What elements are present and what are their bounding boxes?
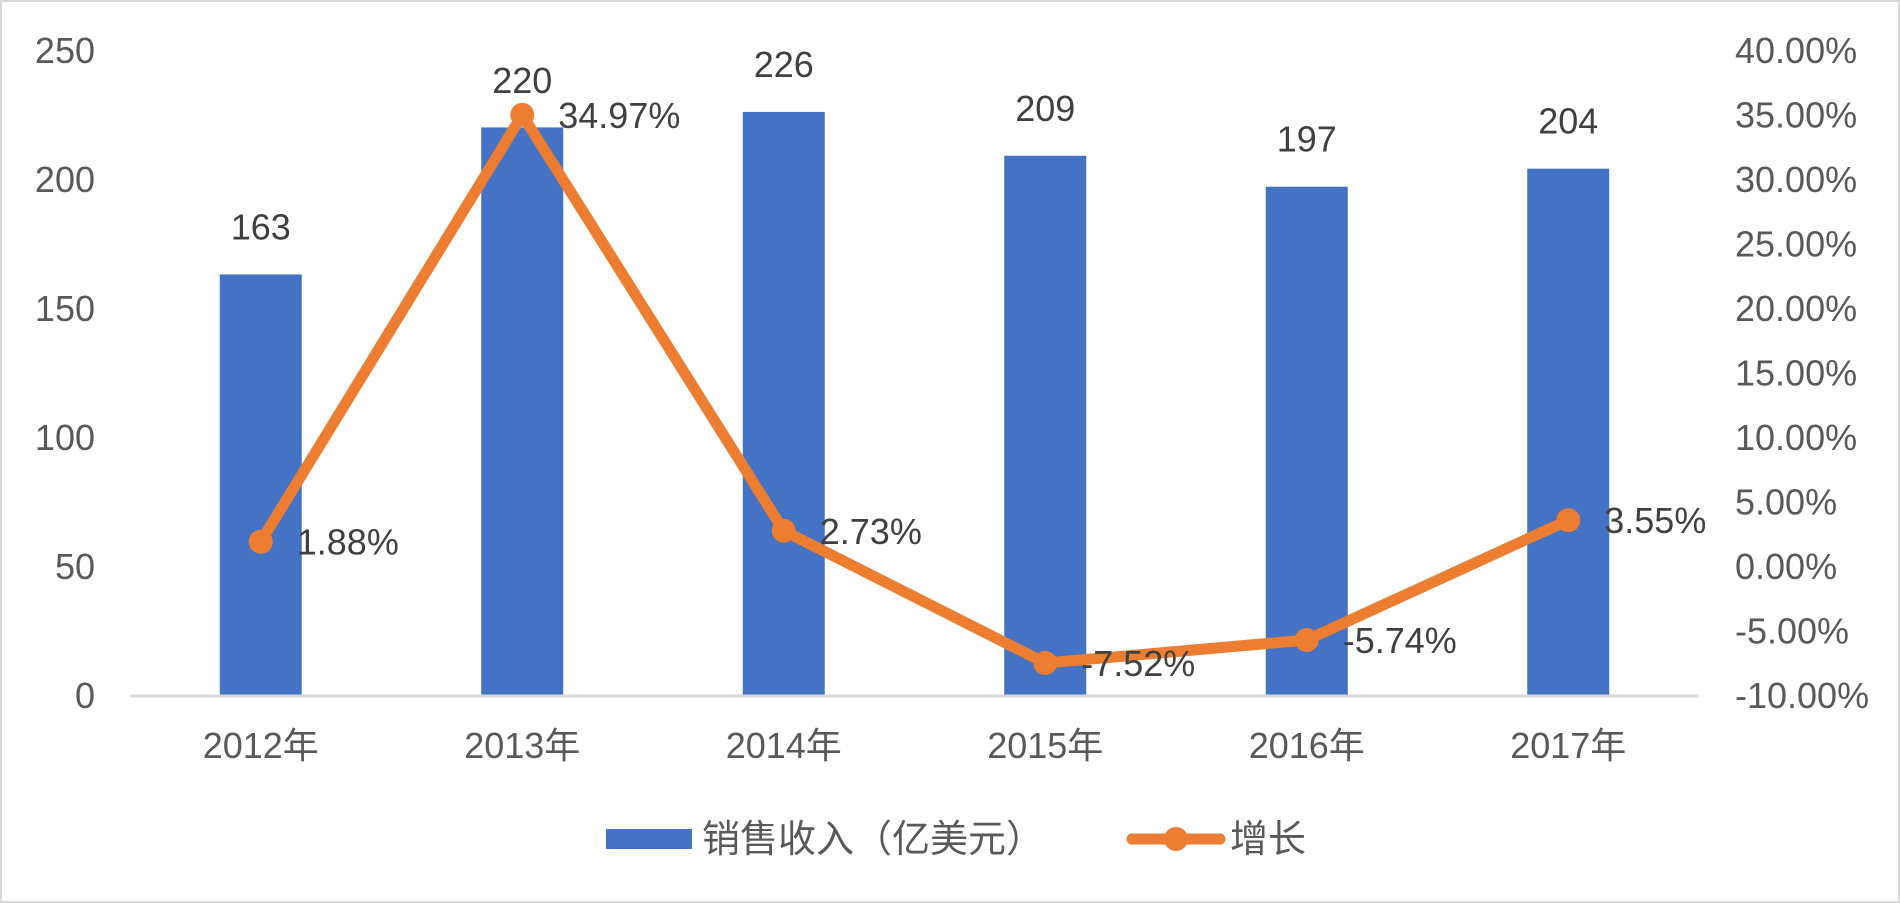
legend-label-growth: 增长 — [1230, 817, 1306, 861]
right-axis-tick: -5.00% — [1735, 611, 1849, 652]
x-axis-tick: 2017年 — [1510, 725, 1626, 766]
bar — [742, 111, 825, 696]
bar — [1527, 168, 1610, 695]
right-axis-tick: 25.00% — [1735, 224, 1857, 265]
left-axis-tick: 150 — [35, 288, 95, 329]
left-axis-tick: 100 — [35, 417, 95, 458]
line-data-label: -5.74% — [1343, 620, 1457, 661]
line-data-label: 3.55% — [1604, 500, 1706, 541]
x-axis-tick: 2012年 — [203, 725, 319, 766]
line-marker — [1556, 508, 1581, 533]
bar-swatch-icon — [606, 829, 692, 849]
bar — [219, 274, 302, 695]
legend-label-sales: 销售收入（亿美元） — [702, 817, 1044, 861]
x-axis-tick: 2014年 — [726, 725, 842, 766]
x-axis-labels: 2012年 2013年 2014年 2015年 2016年 2017年 — [203, 725, 1627, 766]
left-axis-tick: 50 — [55, 546, 95, 587]
bar-data-label: 209 — [1015, 88, 1075, 129]
right-axis-tick: 40.00% — [1735, 30, 1857, 71]
line-data-label: 2.73% — [820, 511, 922, 552]
line-data-label: -7.52% — [1081, 643, 1195, 684]
bar — [481, 127, 564, 695]
right-axis-tick: 10.00% — [1735, 417, 1857, 458]
right-axis-tick: 15.00% — [1735, 353, 1857, 394]
right-axis-tick: -10.00% — [1735, 675, 1869, 716]
left-axis-tick: 250 — [35, 30, 95, 71]
x-axis-tick: 2016年 — [1249, 725, 1365, 766]
x-axis-tick: 2013年 — [464, 725, 580, 766]
line-data-labels: 1.88% 34.97% 2.73% -7.52% -5.74% 3.55% — [297, 95, 1707, 684]
bar-data-label: 220 — [492, 60, 552, 101]
bar — [1265, 186, 1348, 696]
legend: 销售收入（亿美元） 增长 — [606, 817, 1306, 861]
growth-line — [255, 109, 1574, 669]
bar-series — [219, 111, 1610, 696]
bar-data-label: 226 — [754, 44, 814, 85]
line-marker-dot-icon — [1164, 827, 1188, 851]
line-data-label: 1.88% — [297, 522, 399, 563]
left-axis-tick: 0 — [75, 675, 95, 716]
line-data-label: 34.97% — [558, 95, 680, 136]
line-marker — [1033, 651, 1058, 676]
line-marker — [771, 518, 796, 543]
right-axis-tick: 20.00% — [1735, 288, 1857, 329]
line-marker — [510, 102, 535, 127]
bar-data-labels: 163 220 226 209 197 204 — [231, 44, 1599, 248]
bar-data-label: 163 — [231, 206, 291, 247]
right-axis-tick: 5.00% — [1735, 482, 1837, 523]
bar-data-label: 197 — [1277, 119, 1337, 160]
bar — [1004, 155, 1087, 695]
right-axis-tick: 30.00% — [1735, 159, 1857, 200]
left-axis: 0 50 100 150 200 250 — [35, 30, 95, 716]
right-axis: -10.00% -5.00% 0.00% 5.00% 10.00% 15.00% 20.00… — [1735, 30, 1869, 716]
right-axis-tick: 35.00% — [1735, 95, 1857, 136]
line-marker — [1294, 628, 1319, 653]
line-marker — [248, 529, 273, 554]
x-axis-tick: 2015年 — [987, 725, 1103, 766]
right-axis-tick: 0.00% — [1735, 546, 1837, 587]
left-axis-tick: 200 — [35, 159, 95, 200]
bar-data-label: 204 — [1538, 101, 1598, 142]
line-series — [248, 102, 1581, 676]
